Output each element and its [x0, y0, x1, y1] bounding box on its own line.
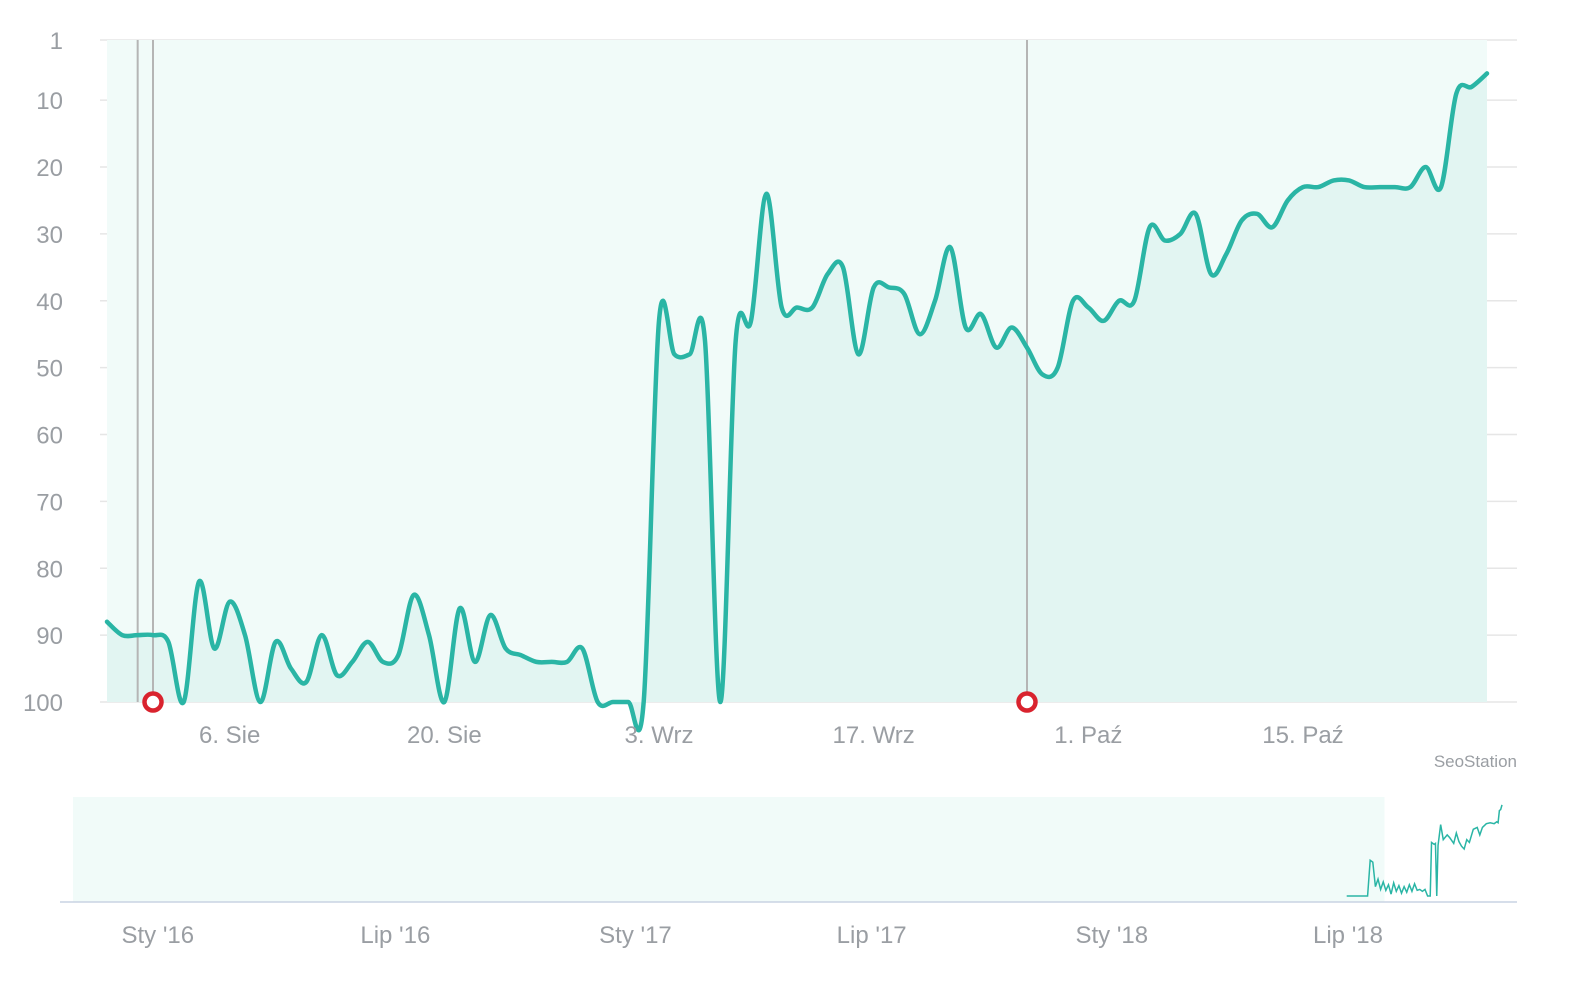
y-tick-label: 70	[36, 489, 63, 516]
y-axis: 1 10 20 30 40 50 60 70 80 90 100	[23, 28, 63, 717]
navigator-x-axis: Sty '16 Lip '16 Sty '17 Lip '17 Sty '18 Lip '…	[122, 922, 1383, 949]
navigator-x-tick-label: Lip '16	[360, 922, 430, 949]
y-tick-label: 10	[36, 88, 63, 115]
main-series-layer[interactable]	[104, 71, 1490, 733]
navigator-x-tick-label: Sty '18	[1075, 922, 1148, 949]
navigator-x-tick-label: Sty '17	[599, 922, 672, 949]
main-area-layer	[107, 40, 1487, 731]
y-tick-label: 50	[36, 356, 63, 383]
navigator-x-tick-label: Sty '16	[122, 922, 195, 949]
y-tick-label: 100	[23, 690, 63, 717]
series-area	[107, 73, 1487, 731]
navigator-x-tick-label: Lip '17	[837, 922, 907, 949]
x-tick-label: 20. Sie	[407, 722, 482, 749]
credit-label[interactable]: SeoStation	[1434, 752, 1517, 771]
navigator-x-tick-label: Lip '18	[1313, 922, 1383, 949]
y-tick-label: 1	[50, 28, 63, 55]
rank-series-line[interactable]	[104, 71, 1490, 733]
y-tick-label: 60	[36, 423, 63, 450]
y-tick-label: 30	[36, 222, 63, 249]
x-tick-label: 1. Paź	[1054, 722, 1122, 749]
main-markers[interactable]	[142, 691, 1038, 713]
y-tick-label: 20	[36, 155, 63, 182]
y-tick-label: 90	[36, 623, 63, 650]
y-tick-label: 40	[36, 289, 63, 316]
event-marker[interactable]	[142, 691, 164, 713]
x-tick-label: 3. Wrz	[625, 722, 694, 749]
navigator-selection-mask[interactable]	[73, 797, 1385, 902]
y-tick-label: 80	[36, 556, 63, 583]
navigator-series-line	[1346, 804, 1503, 897]
x-tick-label: 17. Wrz	[833, 722, 915, 749]
x-tick-label: 6. Sie	[199, 722, 260, 749]
navigator[interactable]	[60, 797, 1517, 903]
x-tick-label: 15. Paź	[1262, 722, 1343, 749]
main-plot-lines	[136, 40, 1028, 702]
event-marker[interactable]	[1016, 691, 1038, 713]
x-axis: 6. Sie 20. Sie 3. Wrz 17. Wrz 1. Paź 15. Paź	[199, 722, 1344, 749]
